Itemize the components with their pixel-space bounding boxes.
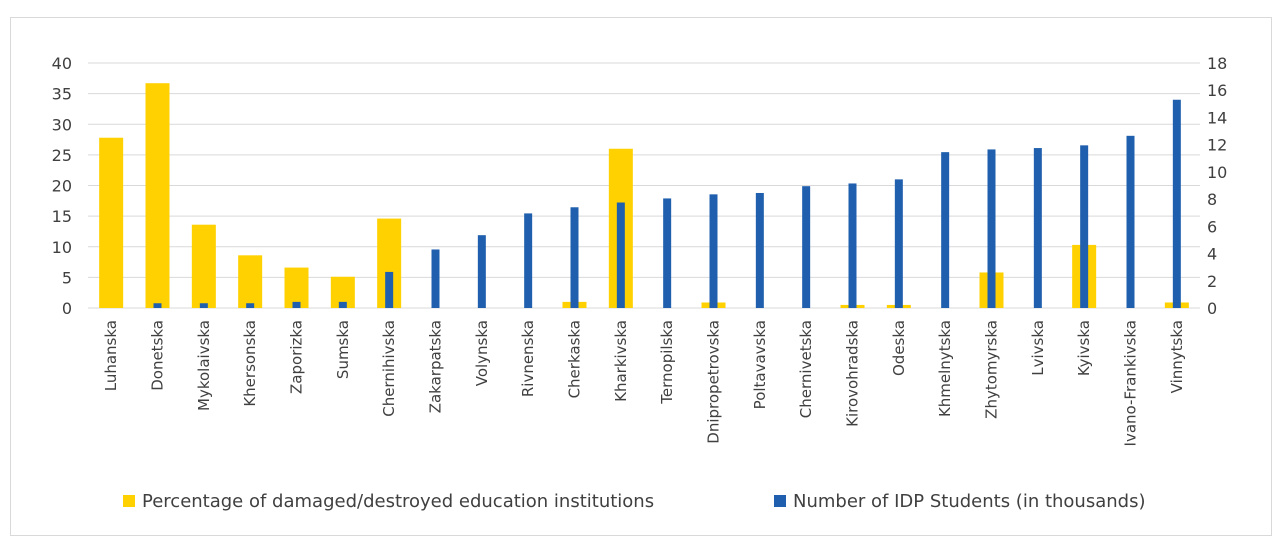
right-tick-label: 18	[1207, 54, 1227, 73]
category-label: Ternopilska	[658, 320, 676, 405]
right-tick-label: 16	[1207, 81, 1227, 100]
bar-idp-dnipropetrovska	[709, 194, 718, 308]
right-tick-label: 6	[1207, 217, 1217, 236]
bar-idp-lvivska	[1033, 148, 1042, 308]
gridlines	[88, 62, 1200, 309]
left-tick-label: 5	[62, 268, 72, 287]
category-label: Donetska	[149, 320, 167, 391]
right-tick-label: 10	[1207, 163, 1227, 182]
bar-damaged-khersonska	[238, 255, 263, 308]
bar-idp-khmelnytska	[941, 152, 950, 308]
left-tick-label: 15	[52, 207, 72, 226]
bar-damaged-mykolaivska	[191, 224, 216, 308]
category-label: Zhytomyrska	[983, 320, 1001, 419]
bar-idp-vinnytska	[1172, 99, 1181, 308]
category-label: Vinnytska	[1168, 320, 1186, 393]
category-label: Zakarpatska	[427, 320, 445, 413]
right-tick-label: 0	[1207, 299, 1217, 318]
category-label: Cherkaska	[566, 320, 584, 398]
bar-idp-sumska	[338, 301, 347, 308]
bar-idp-volynska	[477, 235, 486, 308]
left-axis-ticks: 0 5 10 15 20 25 30 35 40	[52, 54, 72, 318]
category-label: Kirovohradska	[844, 320, 862, 427]
category-label: Rivnenska	[519, 320, 537, 397]
bar-damaged-donetska	[145, 83, 170, 309]
left-tick-label: 40	[52, 54, 72, 73]
bar-idp-khersonska	[246, 303, 255, 308]
right-tick-label: 2	[1207, 272, 1217, 291]
right-tick-label: 4	[1207, 245, 1217, 264]
category-label: Ivano-Frankivska	[1122, 320, 1140, 446]
bar-idp-rivnenska	[524, 213, 533, 308]
legend-swatch-idp	[774, 495, 786, 507]
left-tick-label: 0	[62, 299, 72, 318]
left-tick-label: 10	[52, 238, 72, 257]
category-label: Lvivska	[1029, 320, 1047, 376]
bar-idp-zhytomyrska	[987, 149, 996, 308]
bar-idp-kharkivska	[616, 202, 625, 308]
bar-idp-donetska	[153, 303, 162, 308]
right-axis-ticks: 0 2 4 6 8 10 12 14 16 18	[1207, 54, 1227, 318]
legend-label-idp: Number of IDP Students (in thousands)	[793, 491, 1146, 512]
category-label: Zaporizka	[288, 320, 306, 394]
category-label: Khmelnytska	[936, 320, 954, 417]
category-labels: Luhanska Donetska Mykolaivska Khersonska Zap…	[102, 320, 1186, 446]
bar-idp-ternopilska	[663, 198, 672, 308]
bar-idp-kirovohradska	[848, 183, 857, 308]
legend-swatch-damaged	[123, 495, 135, 507]
category-label: Kharkivska	[612, 320, 630, 402]
category-label: Chernihivska	[380, 320, 398, 417]
left-tick-label: 35	[52, 85, 72, 104]
bar-idp-mykolaivska	[199, 303, 208, 308]
legend-label-damaged: Percentage of damaged/destroyed educatio…	[142, 491, 654, 512]
bar-idp-chernivetska	[802, 186, 811, 308]
right-tick-label: 14	[1207, 108, 1227, 127]
bar-idp-poltavavska	[755, 192, 764, 308]
category-label: Kyivska	[1075, 320, 1093, 376]
bars	[99, 83, 1189, 309]
bar-damaged-luhanska	[99, 137, 124, 308]
bar-idp-chernihivska	[385, 271, 394, 308]
bar-idp-ivano-frankivska	[1126, 135, 1135, 308]
bar-damaged-zaporizka	[284, 267, 309, 308]
bar-idp-zaporizka	[292, 301, 301, 308]
legend: Percentage of damaged/destroyed educatio…	[123, 491, 1146, 512]
category-label: Dnipropetrovska	[705, 320, 723, 444]
category-label: Mykolaivska	[195, 320, 213, 411]
category-label: Luhanska	[102, 320, 120, 391]
left-tick-label: 30	[52, 115, 72, 134]
category-label: Odeska	[890, 320, 908, 376]
category-label: Chernivetska	[797, 320, 815, 418]
bar-idp-kyivska	[1080, 145, 1089, 308]
category-label: Sumska	[334, 320, 352, 379]
left-tick-label: 20	[52, 177, 72, 196]
bar-idp-zakarpatska	[431, 249, 440, 308]
left-tick-label: 25	[52, 146, 72, 165]
right-tick-label: 12	[1207, 136, 1227, 155]
category-label: Volynska	[473, 320, 491, 386]
bar-idp-cherkaska	[570, 207, 579, 308]
right-tick-label: 8	[1207, 190, 1217, 209]
category-label: Khersonska	[241, 320, 259, 407]
category-label: Poltavavska	[751, 320, 769, 409]
bar-idp-odeska	[894, 179, 903, 308]
chart-frame	[10, 17, 1272, 536]
